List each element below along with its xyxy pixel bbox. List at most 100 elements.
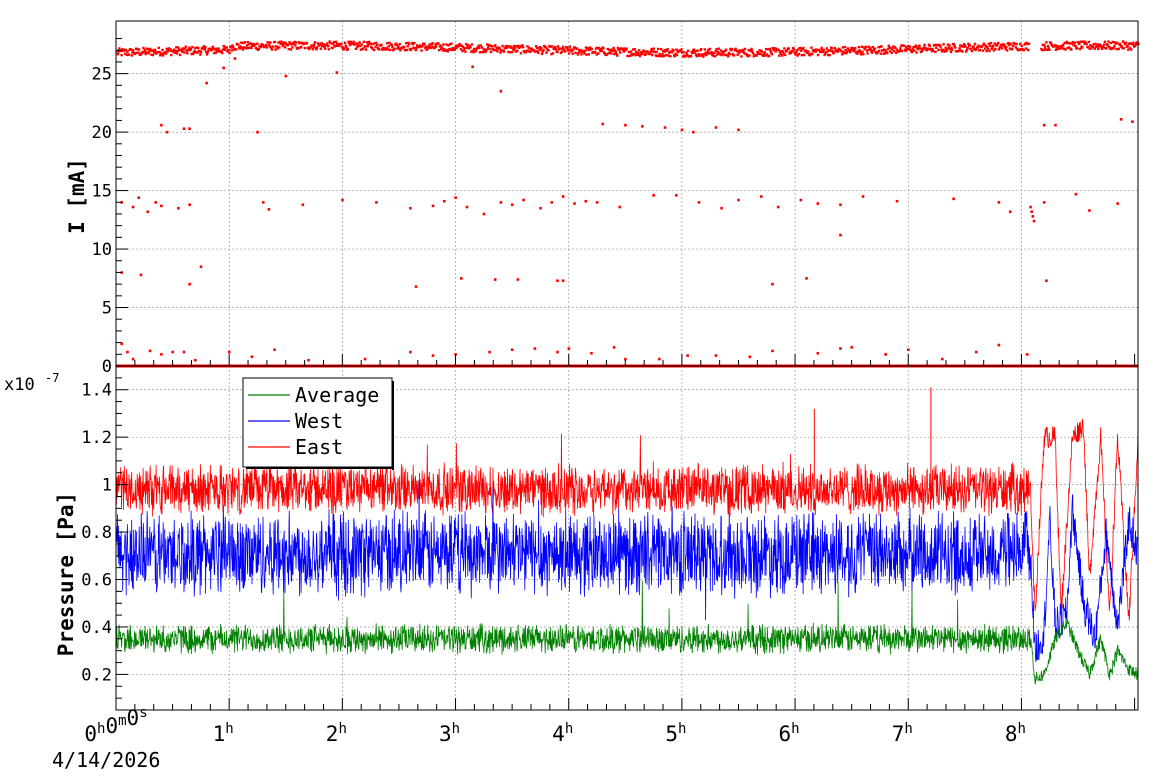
current-main-band <box>116 40 1140 58</box>
current-point <box>612 346 616 349</box>
current-point <box>561 279 565 283</box>
pressure-exponent-label: x10 -7 <box>4 371 59 395</box>
current-point <box>1008 210 1012 214</box>
current-point <box>431 354 435 357</box>
current-point <box>895 199 899 203</box>
current-point <box>139 273 143 277</box>
current-point <box>307 358 310 362</box>
current-point <box>160 353 163 356</box>
current-point <box>205 81 208 85</box>
current-point <box>131 357 135 361</box>
current-point <box>567 347 571 350</box>
legend-label-average: Average <box>295 383 379 407</box>
current-point <box>624 357 627 361</box>
y-tick-label: 0.6 <box>81 571 112 591</box>
current-point <box>188 282 191 286</box>
current-point <box>839 233 842 237</box>
current-point <box>126 350 129 354</box>
current-point <box>1029 205 1032 209</box>
y-tick-label: 1.2 <box>81 428 112 448</box>
current-point <box>720 206 723 210</box>
current-point <box>341 198 344 202</box>
x-tick-label: 8h <box>1005 721 1026 746</box>
current-point <box>182 127 186 130</box>
current-point <box>748 355 752 359</box>
current-point <box>267 208 271 211</box>
current-point <box>131 205 135 209</box>
current-point <box>256 130 259 134</box>
current-point <box>233 57 237 60</box>
current-point <box>737 128 740 132</box>
current-point <box>584 199 588 203</box>
current-point <box>624 123 627 127</box>
current-point <box>1025 353 1029 356</box>
y-tick-label: 1.4 <box>81 381 112 401</box>
y-tick-label: 0.8 <box>81 523 112 543</box>
legend-label-east: East <box>295 435 343 459</box>
current-point <box>799 198 803 202</box>
current-point <box>516 278 520 281</box>
current-point <box>850 346 854 349</box>
current-point <box>595 201 599 204</box>
x-tick-label: 5h <box>665 721 686 746</box>
current-point <box>510 348 514 352</box>
current-point <box>1031 215 1035 218</box>
current-point <box>188 203 191 207</box>
current-plot-frame <box>115 20 1139 367</box>
y-tick-label: 0.4 <box>81 618 112 638</box>
current-point <box>188 127 191 130</box>
current-series <box>116 40 1140 368</box>
current-y-axis-title: I [mA] <box>65 158 89 234</box>
y-tick-label: 10 <box>92 240 112 260</box>
current-point <box>714 354 718 357</box>
legend-label-west: West <box>295 409 343 433</box>
current-point <box>301 203 305 207</box>
current-point <box>414 285 418 288</box>
current-point <box>182 350 186 354</box>
x-tick-label: 7h <box>892 721 913 746</box>
current-point <box>861 195 865 198</box>
current-point <box>1088 209 1091 212</box>
current-point <box>160 204 163 208</box>
current-point <box>522 198 525 202</box>
current-point <box>658 357 661 361</box>
current-point <box>686 354 689 357</box>
current-point <box>137 196 141 199</box>
current-point <box>601 122 605 126</box>
pressure-y-axis: 0.2 0.4 0.6 0.8 1 1.2 1.4 <box>81 377 128 699</box>
current-point <box>1030 210 1034 214</box>
current-point <box>488 350 491 354</box>
current-point <box>261 201 265 204</box>
current-grid <box>115 21 1138 367</box>
current-point <box>222 66 225 70</box>
current-point <box>1042 201 1046 204</box>
current-y-axis: 0 5 10 15 20 25 <box>92 38 128 377</box>
current-point <box>663 126 667 129</box>
current-point <box>692 130 695 134</box>
current-point <box>839 347 842 350</box>
current-point <box>776 205 780 209</box>
current-point <box>952 197 955 201</box>
current-point <box>941 357 944 361</box>
legend-shadow-right <box>392 381 394 470</box>
current-point <box>177 206 180 210</box>
current-point <box>499 89 503 93</box>
x-tick-label: 1h <box>213 721 234 746</box>
current-point <box>805 277 808 280</box>
pressure-line-average <box>115 580 1139 685</box>
current-point <box>194 358 197 362</box>
current-point <box>759 195 763 198</box>
current-point <box>454 196 457 199</box>
current-point <box>471 65 474 69</box>
current-point <box>997 343 1001 347</box>
x-tick-label: 2h <box>326 721 347 746</box>
current-point <box>375 201 378 204</box>
current-point <box>573 202 576 205</box>
current-point <box>1116 202 1120 205</box>
current-point <box>146 210 150 214</box>
current-point <box>482 212 486 216</box>
pressure-line-west <box>115 479 1139 663</box>
current-point <box>550 201 554 204</box>
current-point <box>1045 279 1048 283</box>
current-point <box>771 282 774 286</box>
